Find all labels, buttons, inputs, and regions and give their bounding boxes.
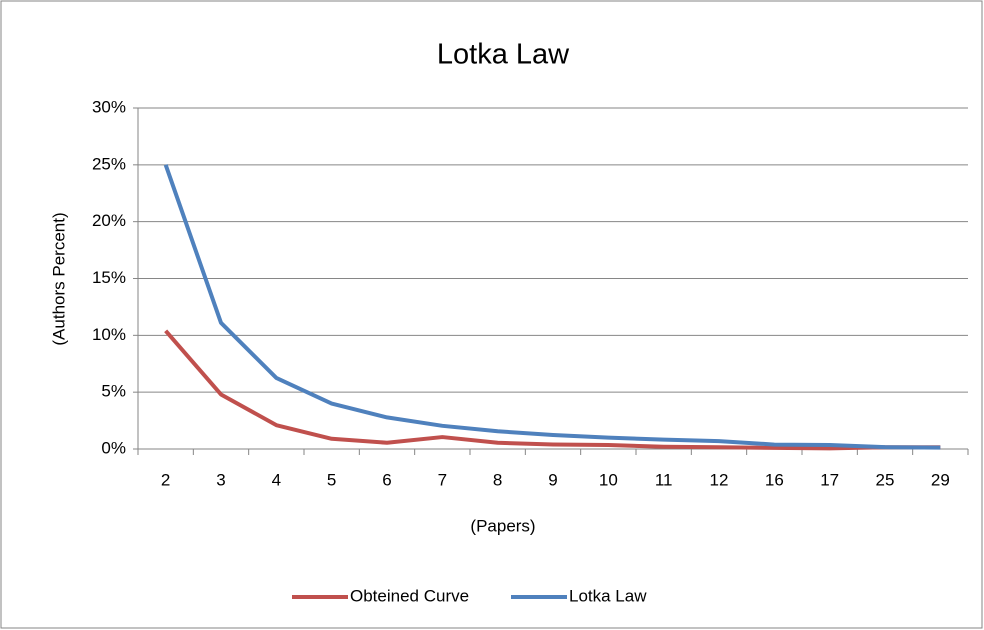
x-tick-label: 25: [876, 470, 895, 489]
x-tick-label: 6: [382, 470, 391, 489]
x-tick-label: 9: [548, 470, 557, 489]
x-tick-label: 16: [765, 470, 784, 489]
x-tick-label: 2: [161, 470, 170, 489]
x-tick-label: 11: [655, 470, 673, 489]
x-tick-label: 17: [820, 470, 839, 489]
y-axis-label: (Authors Percent): [49, 212, 68, 345]
x-tick-label: 8: [493, 470, 502, 489]
y-tick-label: 10%: [92, 325, 126, 344]
y-tick-label: 0%: [101, 438, 126, 457]
legend-label: Obteined Curve: [350, 586, 469, 605]
y-tick-label: 5%: [101, 382, 126, 401]
x-tick-label: 7: [438, 470, 447, 489]
x-tick-label: 4: [272, 470, 281, 489]
x-tick-label: 12: [710, 470, 729, 489]
x-axis-label: (Papers): [470, 516, 535, 535]
series-line: [164, 329, 941, 451]
x-tick-label: 5: [327, 470, 336, 489]
x-tick-label: 3: [216, 470, 225, 489]
y-tick-label: 25%: [92, 154, 126, 173]
series-line: [163, 164, 941, 450]
x-tick-label: 10: [599, 470, 618, 489]
y-tick-label: 20%: [92, 211, 126, 230]
y-tick-label: 15%: [92, 268, 126, 287]
y-tick-label: 30%: [92, 97, 126, 116]
legend-label: Lotka Law: [569, 586, 647, 605]
x-tick-label: 29: [931, 470, 950, 489]
chart-title: Lotka Law: [437, 39, 570, 71]
